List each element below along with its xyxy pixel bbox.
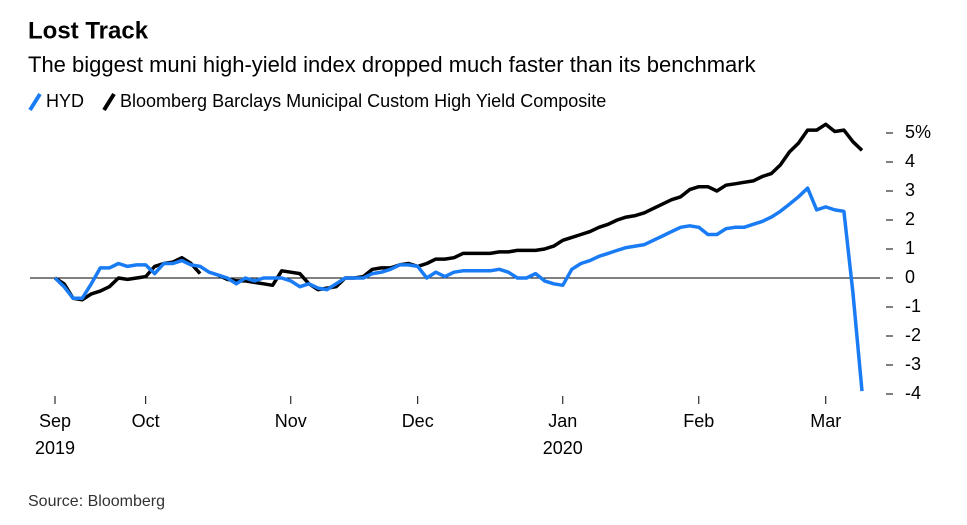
y-tick-label: -3 xyxy=(905,354,921,374)
y-tick-label: 3 xyxy=(905,180,915,200)
y-tick-label: -2 xyxy=(905,325,921,345)
x-tick-label: Feb xyxy=(683,411,714,431)
x-tick-label: Sep 2019 xyxy=(35,411,75,458)
x-tick-label: Mar xyxy=(810,411,841,431)
y-tick-label: 2 xyxy=(905,209,915,229)
series-line xyxy=(54,122,864,302)
x-tick-label: Oct xyxy=(132,411,160,431)
y-tick-label: -1 xyxy=(905,296,921,316)
legend-label: HYD xyxy=(46,91,84,111)
legend-swatch xyxy=(102,92,116,112)
y-tick-label: 1 xyxy=(905,238,915,258)
y-tick-label: 5% xyxy=(905,122,931,142)
y-tick-label: 0 xyxy=(905,267,915,287)
chart-title: Lost Track xyxy=(28,17,149,44)
source: Source: Bloomberg xyxy=(28,493,165,510)
x-tick-label: Jan 2020 xyxy=(543,411,583,458)
y-tick-label: 4 xyxy=(905,151,915,171)
x-tick-label: Nov xyxy=(275,411,307,431)
chart-subtitle: The biggest muni high-yield index droppe… xyxy=(28,52,757,77)
legend-label: Bloomberg Barclays Municipal Custom High… xyxy=(120,91,606,111)
series-line xyxy=(53,186,864,392)
legend-swatch xyxy=(28,92,42,112)
x-tick-label: Dec xyxy=(402,411,434,431)
y-tick-label: -4 xyxy=(905,383,921,403)
